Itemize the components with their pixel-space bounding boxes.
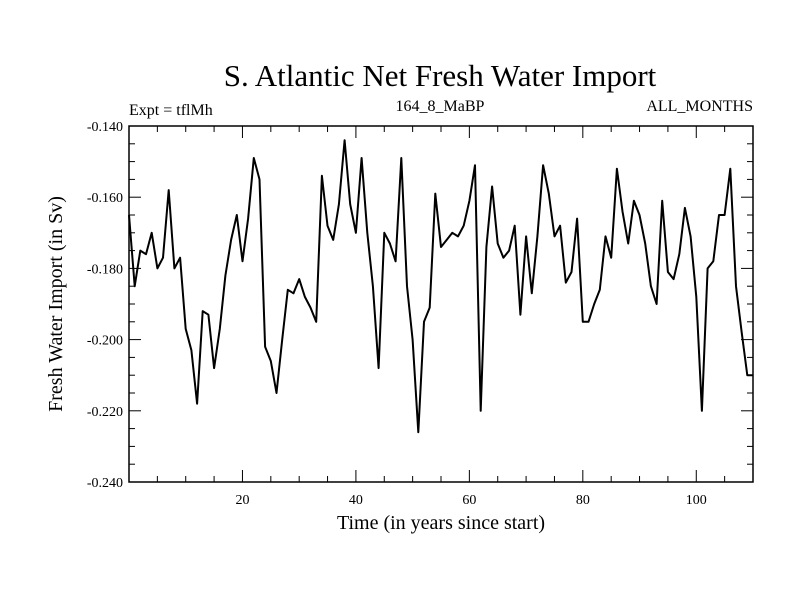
y-axis-label: Fresh Water Import (in Sv) [45, 196, 67, 412]
experiment-id-label: 164_8_MaBP [396, 98, 485, 115]
y-tick-label: -0.140 [87, 120, 123, 135]
months-label: ALL_MONTHS [646, 98, 753, 115]
x-tick-label: 80 [576, 493, 590, 508]
plot-frame [128, 125, 754, 483]
x-tick-label: 100 [686, 493, 707, 508]
x-tick-label: 60 [462, 493, 476, 508]
x-axis-label: Time (in years since start) [337, 512, 545, 534]
y-tick-label: -0.220 [87, 405, 123, 420]
series-line [128, 139, 753, 434]
minor-ticks [129, 126, 753, 482]
chart-title: S. Atlantic Net Fresh Water Import [224, 58, 657, 93]
y-tick-label: -0.200 [87, 334, 123, 349]
experiment-label: Expt = tflMh [129, 102, 213, 119]
y-tick-label: -0.240 [87, 476, 123, 491]
y-tick-label: -0.180 [87, 262, 123, 277]
x-tick-label: 40 [349, 493, 363, 508]
tick-labels: 20 40 60 80 100 -0.240 -0.220 -0.200 -0.180 -0.16… [87, 120, 707, 508]
y-tick-label: -0.160 [87, 191, 123, 206]
x-tick-label: 20 [235, 493, 249, 508]
